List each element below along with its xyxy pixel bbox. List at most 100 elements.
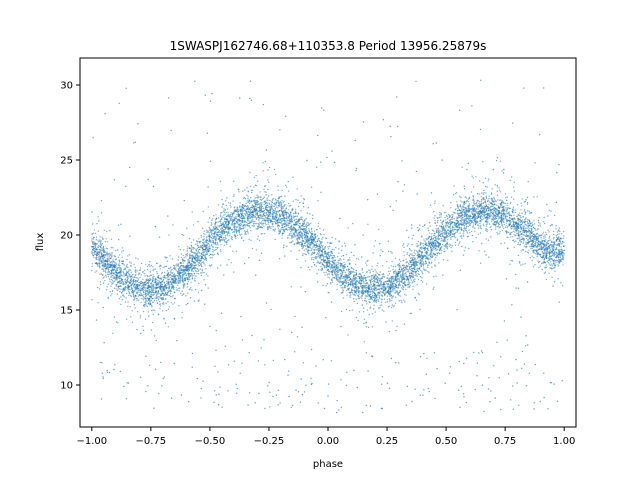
data-point: [279, 205, 281, 207]
data-point: [161, 284, 163, 286]
data-point: [525, 241, 527, 243]
data-point: [496, 231, 498, 234]
data-point: [552, 241, 554, 244]
data-point: [100, 249, 102, 252]
data-point: [104, 265, 106, 267]
data-point: [536, 235, 538, 238]
data-point: [231, 223, 233, 225]
data-point: [136, 286, 138, 288]
data-point: [192, 251, 195, 254]
data-point: [400, 266, 402, 268]
data-point: [169, 284, 171, 286]
data-point: [159, 307, 161, 310]
data-point: [178, 270, 181, 272]
data-point: [452, 228, 454, 231]
data-point: [340, 284, 343, 287]
data-point: [152, 278, 155, 280]
data-point: [371, 298, 374, 301]
data-point: [268, 206, 270, 208]
data-point: [297, 238, 299, 240]
data-point: [270, 203, 273, 205]
data-point: [226, 223, 228, 226]
data-point: [135, 292, 138, 294]
data-point: [145, 301, 147, 303]
data-point: [95, 251, 97, 253]
data-point: [215, 232, 217, 234]
data-point: [443, 238, 445, 240]
data-point: [517, 243, 519, 246]
data-point: [512, 220, 514, 223]
data-point: [362, 271, 364, 274]
data-point: [250, 197, 252, 199]
data-point: [530, 244, 533, 246]
data-point: [134, 297, 136, 300]
data-point: [489, 207, 491, 209]
data-point: [556, 236, 558, 238]
data-point: [500, 191, 502, 193]
data-point: [446, 242, 448, 245]
data-point: [401, 288, 404, 290]
data-point: [554, 252, 556, 254]
data-point: [149, 260, 151, 263]
data-point: [322, 264, 324, 266]
data-point: [160, 278, 162, 281]
data-point: [227, 231, 229, 233]
data-point: [259, 198, 262, 201]
data-point: [394, 292, 396, 294]
data-point: [380, 278, 382, 280]
data-point: [450, 238, 452, 241]
data-point: [190, 281, 192, 284]
data-point: [159, 293, 161, 295]
data-point: [260, 221, 263, 223]
data-point: [501, 210, 503, 213]
data-point: [250, 230, 252, 232]
data-point: [215, 236, 218, 238]
data-point: [441, 233, 443, 236]
data-point: [200, 253, 202, 255]
data-point: [369, 298, 372, 300]
data-point: [243, 196, 245, 199]
data-point: [268, 212, 270, 214]
data-point: [522, 216, 525, 218]
data-point: [358, 281, 360, 284]
data-point: [326, 241, 329, 244]
data-point: [333, 255, 335, 257]
data-point: [459, 222, 462, 224]
data-point: [182, 266, 185, 269]
data-point: [373, 291, 375, 293]
data-point: [103, 260, 106, 262]
data-point: [527, 218, 529, 221]
data-point: [105, 238, 108, 240]
data-point: [272, 197, 274, 200]
data-points: [91, 79, 565, 414]
data-point: [495, 212, 497, 214]
data-point: [136, 289, 138, 291]
data-point: [417, 245, 420, 247]
data-point: [393, 272, 395, 275]
data-point: [399, 280, 401, 282]
data-point: [551, 265, 553, 267]
data-point: [221, 216, 223, 218]
data-point: [458, 242, 460, 244]
data-point: [281, 232, 283, 235]
data-point: [192, 247, 195, 249]
data-point: [449, 222, 452, 225]
data-point: [362, 289, 365, 291]
data-point: [532, 249, 535, 251]
data-point: [261, 207, 263, 210]
data-point: [395, 269, 397, 271]
data-point: [217, 225, 219, 227]
data-point: [255, 223, 257, 225]
data-point: [215, 249, 217, 251]
data-point: [473, 210, 476, 213]
data-point: [402, 268, 404, 270]
data-point: [159, 268, 161, 270]
data-point: [559, 230, 561, 233]
data-point: [311, 249, 313, 251]
data-point: [282, 232, 285, 235]
data-point: [561, 242, 563, 244]
data-point: [435, 228, 437, 230]
data-point: [543, 237, 545, 240]
data-point: [363, 280, 365, 283]
data-point: [109, 261, 112, 264]
